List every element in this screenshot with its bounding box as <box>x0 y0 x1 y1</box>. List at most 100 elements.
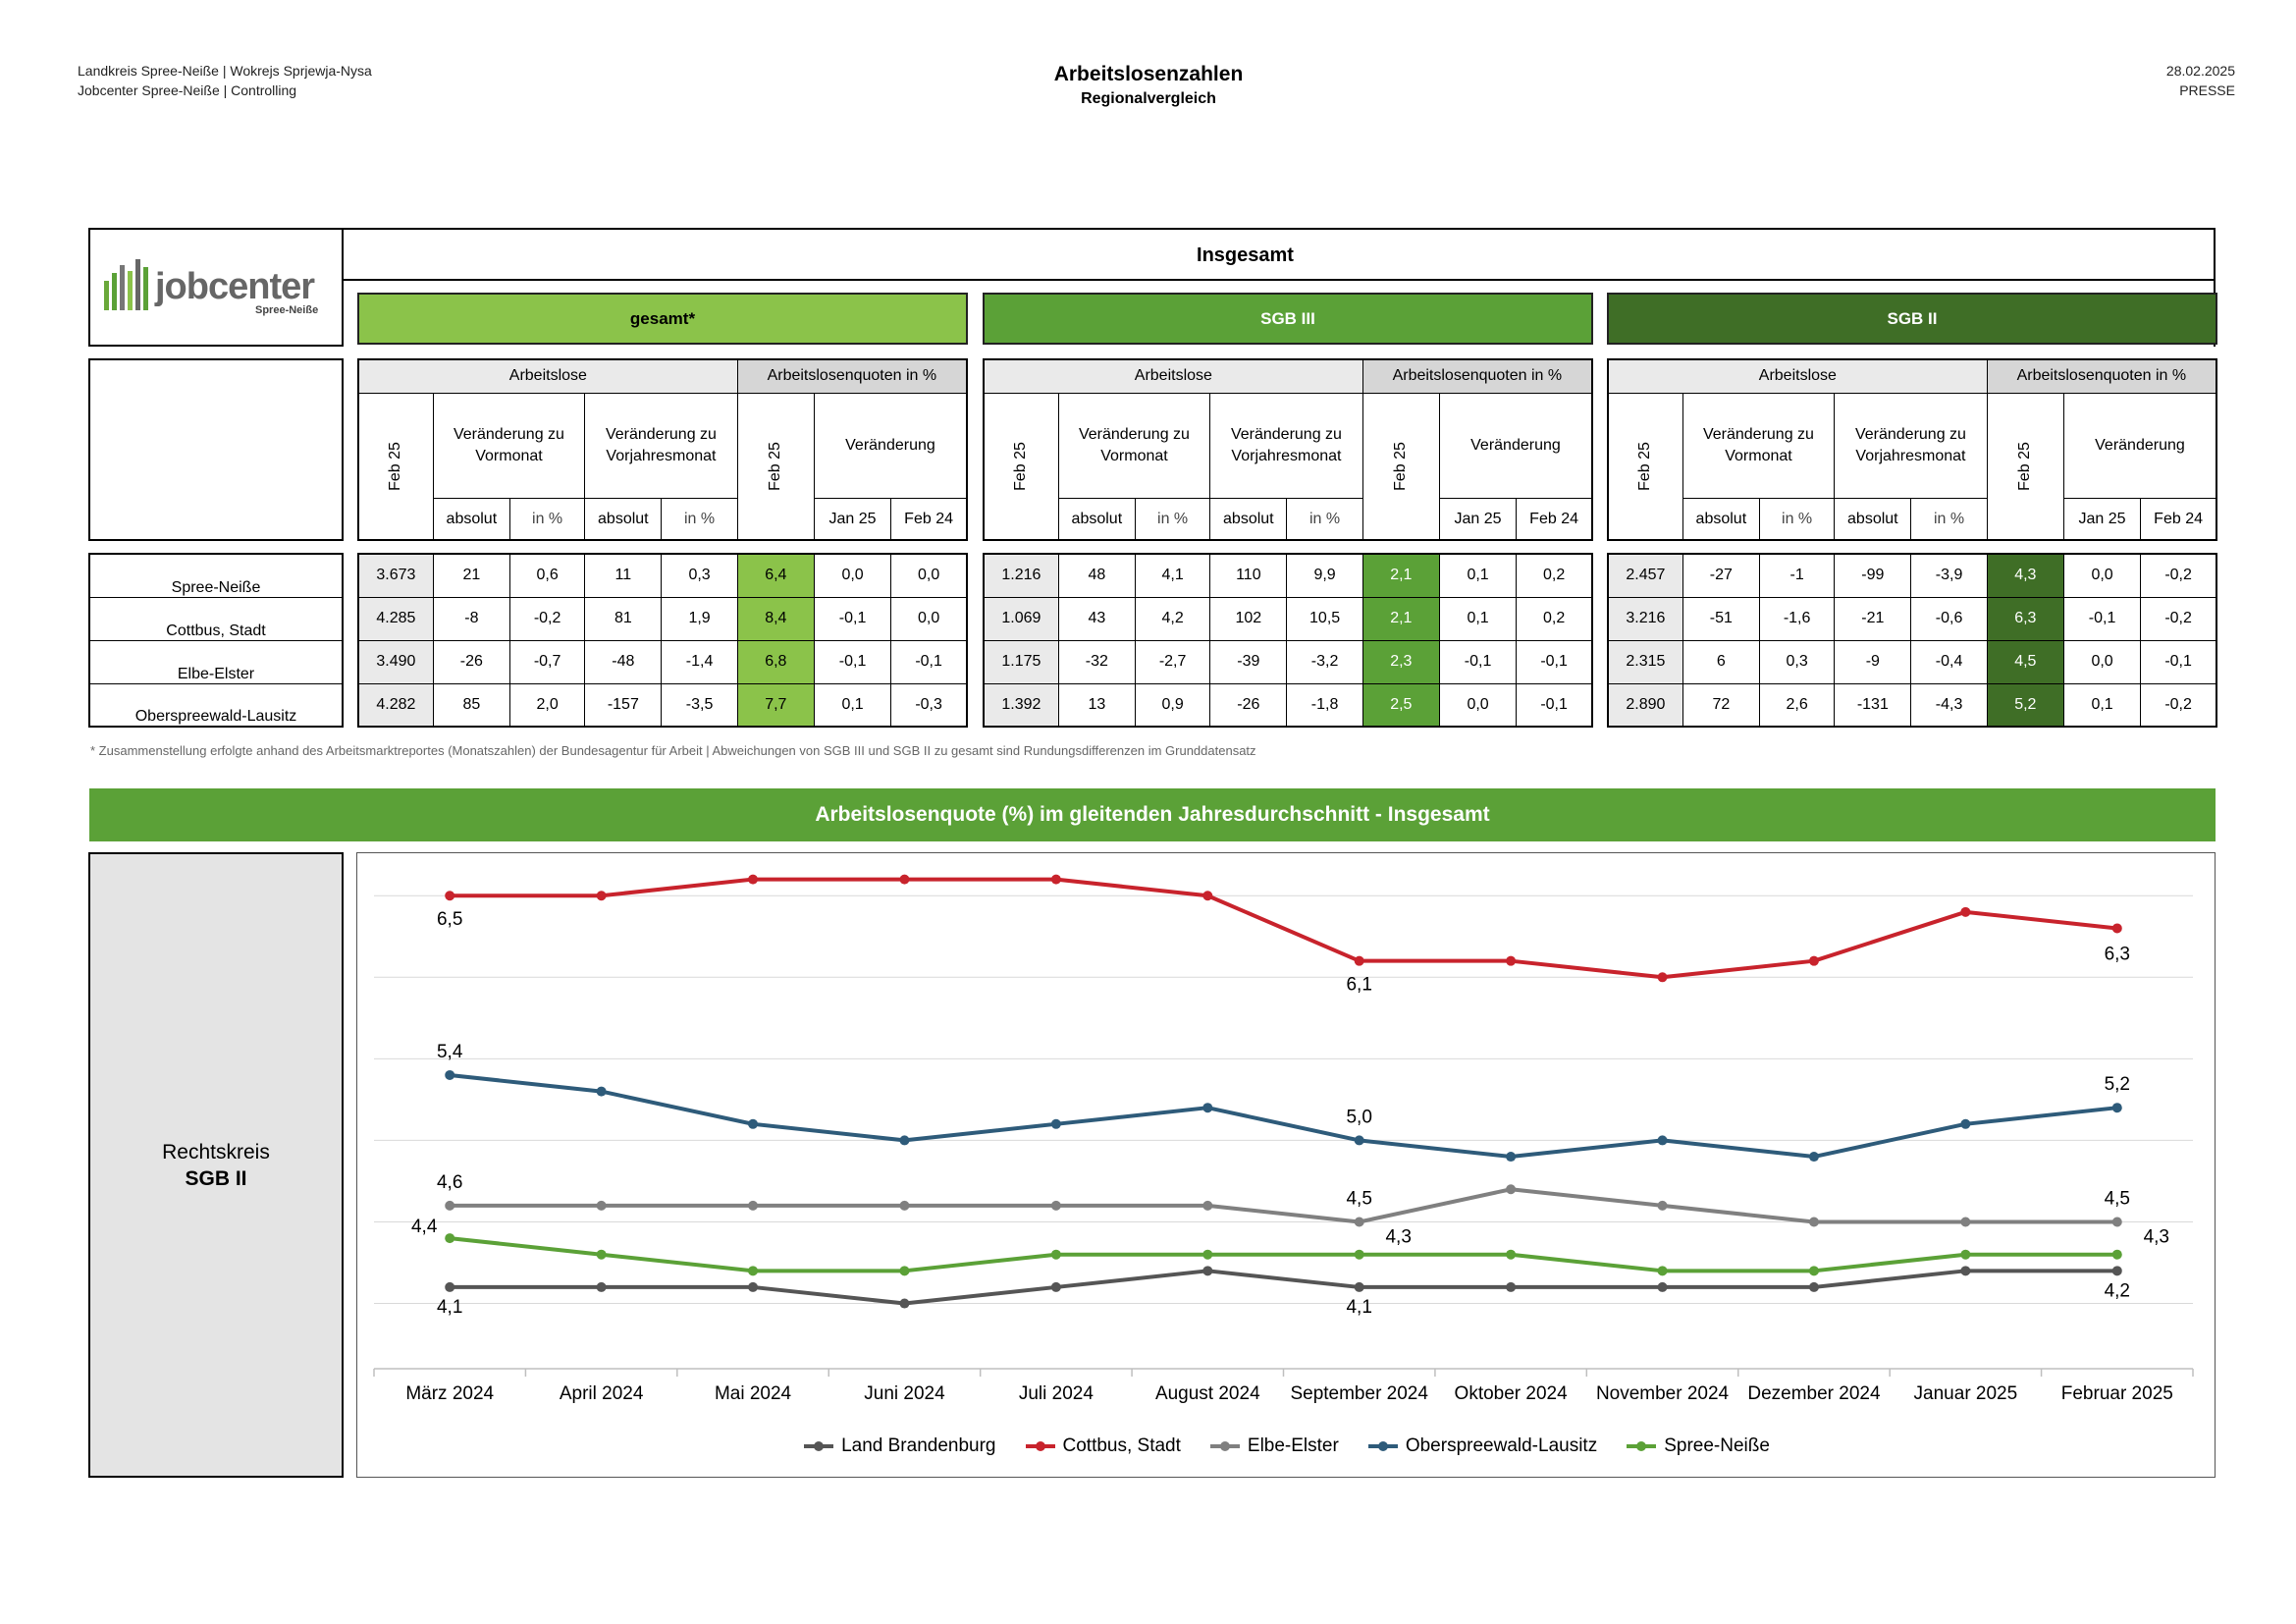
data-label: 5,0 <box>1346 1107 1371 1127</box>
legend-swatch-icon <box>1209 1441 1240 1451</box>
line-chart: März 2024 April 2024 Mai 2024 Juni 2024 Juli… <box>373 874 2194 1404</box>
table-cell: -26 <box>1209 682 1288 728</box>
table-cell: 0,6 <box>508 553 586 598</box>
data-point <box>1202 891 1213 901</box>
data-point <box>2111 1217 2122 1227</box>
side-label-line2: SGB II <box>185 1166 247 1190</box>
hdr-absolut: absolut <box>1834 498 1912 541</box>
table-cell: 8,4 <box>736 596 815 641</box>
hdr-vorjahr: Veränderung zu Vorjahresmonat <box>584 392 738 500</box>
table-title: Insgesamt <box>88 228 2216 281</box>
data-point <box>2111 1249 2122 1260</box>
legend-swatch-icon <box>1627 1441 1657 1451</box>
x-tick-label: Oktober 2024 <box>1455 1383 1569 1404</box>
hdr-month: Feb 25 <box>357 392 434 541</box>
table-cell: -48 <box>584 639 663 684</box>
table-cell: -27 <box>1682 553 1760 598</box>
data-point <box>2111 1103 2122 1113</box>
x-tick-label: April 2024 <box>560 1383 644 1404</box>
data-label: 4,1 <box>1346 1297 1371 1318</box>
table-cell: -0,1 <box>1516 639 1593 684</box>
table-cell: 0,1 <box>813 682 892 728</box>
data-point <box>748 1266 759 1276</box>
table-cell: -0,4 <box>1910 639 1988 684</box>
chart-legend: Land Brandenburg Cottbus, Stadt Elbe-Elste… <box>353 1435 2218 1457</box>
table-cell: -9 <box>1834 639 1912 684</box>
table-cell: -1,8 <box>1286 682 1363 728</box>
data-point <box>1960 906 1971 917</box>
table-cell: 2,6 <box>1758 682 1836 728</box>
x-tick-label: November 2024 <box>1596 1383 1730 1404</box>
hdr-absolut: absolut <box>584 498 663 541</box>
data-point <box>748 1281 759 1292</box>
hdr-arbeitslose: Arbeitslose <box>1607 358 1988 394</box>
hdr-feb24: Feb 24 <box>2140 498 2217 541</box>
x-tick-label: August 2024 <box>1155 1383 1260 1404</box>
table-cell: 0,1 <box>1438 553 1518 598</box>
hdr-arbeitslose: Arbeitslose <box>357 358 738 394</box>
data-point <box>2111 1266 2122 1276</box>
x-tick-label: März 2024 <box>405 1383 494 1404</box>
data-point <box>1050 1118 1061 1129</box>
header-org-line2: Jobcenter Spree-Neiße | Controlling <box>78 82 297 98</box>
table-cell: -0,1 <box>2062 596 2142 641</box>
data-point <box>1960 1217 1971 1227</box>
data-point <box>1506 955 1517 966</box>
data-point <box>748 1118 759 1129</box>
row-name: Oberspreewald-Lausitz <box>88 682 344 728</box>
hdr-quoten: Arbeitslosenquoten in % <box>1986 358 2217 394</box>
hdr-quote-month-text: Feb 25 <box>767 442 784 491</box>
table-cell: 0,1 <box>1438 596 1518 641</box>
table-cell: 0,0 <box>890 596 968 641</box>
data-point <box>445 891 455 901</box>
data-label: 5,4 <box>437 1042 463 1062</box>
series-line <box>449 1072 2118 1160</box>
hdr-jan25: Jan 25 <box>813 498 892 541</box>
table-cell: 1.392 <box>983 682 1059 728</box>
chart-frame: März 2024 April 2024 Mai 2024 Juni 2024 Juli… <box>356 852 2216 1478</box>
group-gesamt: gesamt* <box>357 293 968 345</box>
data-point <box>1202 1200 1213 1211</box>
group-sgb3-label: SGB III <box>1260 308 1315 328</box>
group-sgb2-label: SGB II <box>1887 308 1938 328</box>
data-label: 6,5 <box>437 909 462 930</box>
side-label-box: Rechtskreis SGB II <box>88 852 344 1478</box>
data-point <box>2111 923 2122 934</box>
table-title-text: Insgesamt <box>1197 244 1294 266</box>
hdr-absolut: absolut <box>1209 498 1288 541</box>
chart-title: Arbeitslosenquote (%) im gleitenden Jahr… <box>89 788 2216 841</box>
column-header-table: Arbeitslose Arbeitslosenquoten in % Feb … <box>983 358 1593 541</box>
table-cell: 2,0 <box>508 682 586 728</box>
table-cell: -39 <box>1209 639 1288 684</box>
legend-item: Oberspreewald-Lausitz <box>1366 1435 1597 1457</box>
hdr-vormonat: Veränderung zu Vormonat <box>1682 392 1836 500</box>
logo-box: jobcenter Spree-Neiße <box>88 228 344 347</box>
data-point <box>1354 1217 1364 1227</box>
header-right: 28.02.2025 PRESSE <box>2166 61 2235 100</box>
data-point <box>1808 1266 1819 1276</box>
data-label: 4,5 <box>2105 1188 2130 1209</box>
data-point <box>1506 1281 1517 1292</box>
data-point <box>1050 1200 1061 1211</box>
table-cell: 4,5 <box>1986 639 2064 684</box>
table-cell: 0,3 <box>1758 639 1836 684</box>
hdr-arbeitslose: Arbeitslose <box>983 358 1363 394</box>
data-point <box>1657 1200 1668 1211</box>
table-cell: 0,9 <box>1134 682 1211 728</box>
data-point <box>596 1249 607 1260</box>
data-label: 4,3 <box>2144 1227 2169 1248</box>
data-point <box>1354 1281 1364 1292</box>
hdr-vorjahr: Veränderung zu Vorjahresmonat <box>1834 392 1988 500</box>
table-cell: -1 <box>1758 553 1836 598</box>
legend-label: Cottbus, Stadt <box>1062 1435 1181 1456</box>
data-point <box>1657 1135 1668 1146</box>
legend-swatch-icon <box>804 1441 834 1451</box>
table-cell: -99 <box>1834 553 1912 598</box>
data-point <box>596 1281 607 1292</box>
row-name: Spree-Neiße <box>88 553 344 598</box>
data-label: 6,1 <box>1346 975 1371 996</box>
data-point <box>445 1200 455 1211</box>
data-point <box>1506 1152 1517 1163</box>
table-cell: -0,1 <box>813 639 892 684</box>
data-point <box>1202 1249 1213 1260</box>
